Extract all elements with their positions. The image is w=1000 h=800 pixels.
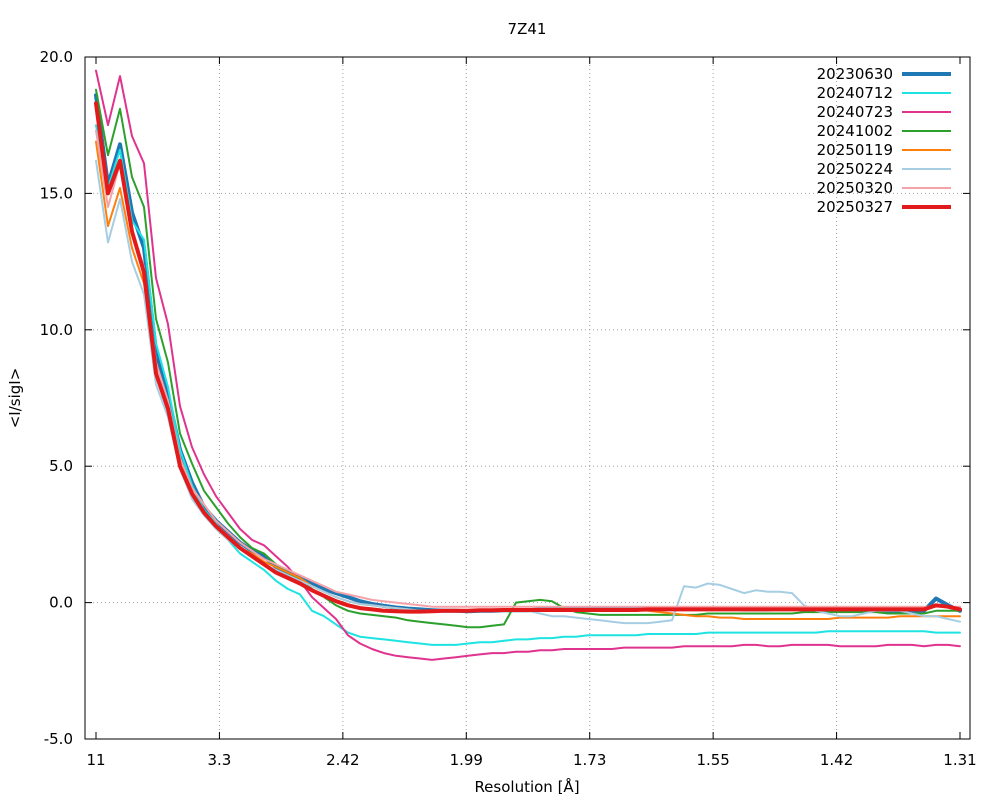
y-tick-label: 0.0 (49, 594, 73, 612)
series-line-20250320 (95, 129, 961, 608)
plot-frame (84, 56, 971, 740)
legend-label-20250224: 20250224 (817, 160, 893, 178)
y-tick-label: -5.0 (44, 730, 73, 748)
series-line-20240712 (95, 124, 961, 646)
x-tick-label: 2.42 (326, 751, 359, 769)
legend-label-20250327: 20250327 (817, 198, 893, 216)
chart-title: 7Z41 (508, 20, 547, 38)
y-tick-label: 5.0 (49, 457, 73, 475)
legend-label-20250119: 20250119 (817, 141, 893, 159)
legend-label-20240712: 20240712 (817, 84, 893, 102)
series-lines (94, 69, 962, 661)
axis-ticks: 11 3.3 2.42 1.99 1.73 1.55 1.42 1.31 -5.0 0.0 5.0 1… (40, 48, 977, 769)
x-axis-label: Resolution [Å] (474, 777, 579, 796)
series-line-20250327 (94, 101, 962, 614)
y-tick-label: 20.0 (40, 48, 73, 66)
x-tick-label: 1.31 (943, 751, 976, 769)
x-tick-label: 1.99 (450, 751, 483, 769)
legend-label-20240723: 20240723 (817, 103, 893, 121)
grid (85, 57, 970, 739)
legend: 2023063020240712202407232024100220250119… (817, 65, 951, 216)
x-tick-label: 1.55 (696, 751, 729, 769)
y-tick-label: 10.0 (40, 321, 73, 339)
x-tick-label: 1.42 (820, 751, 853, 769)
series-line-20240723 (95, 69, 961, 661)
x-tick-label: 3.3 (207, 751, 231, 769)
y-axis-label: <I/sigI> (6, 368, 24, 429)
legend-label-20230630: 20230630 (817, 65, 893, 83)
x-tick-label: 11 (86, 751, 105, 769)
x-tick-label: 1.73 (573, 751, 606, 769)
legend-label-20241002: 20241002 (817, 122, 893, 140)
series-line-20241002 (95, 88, 961, 629)
y-tick-label: 15.0 (40, 184, 73, 202)
legend-label-20250320: 20250320 (817, 179, 893, 197)
